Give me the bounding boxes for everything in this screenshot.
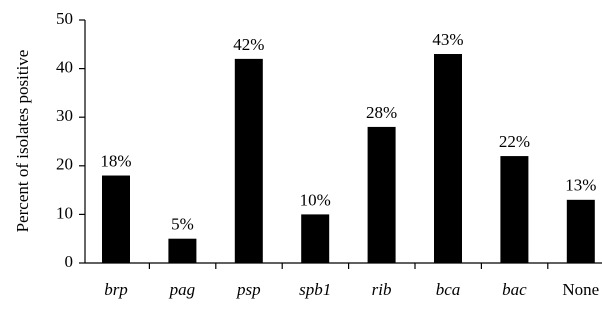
bar	[367, 126, 396, 263]
y-tick-label: 40	[56, 58, 73, 77]
y-tick-label: 30	[56, 106, 73, 125]
data-label: 28%	[366, 103, 397, 122]
x-tick-label: pag	[169, 280, 196, 299]
bar	[168, 238, 197, 263]
data-label: 22%	[499, 132, 530, 151]
bar	[301, 214, 330, 263]
bar	[566, 199, 595, 263]
data-label: 42%	[233, 35, 264, 54]
data-label: 43%	[432, 30, 463, 49]
data-label: 5%	[171, 215, 194, 234]
bar	[434, 54, 462, 263]
y-tick-label: 20	[56, 155, 73, 174]
y-axis-label: Percent of isolates positive	[13, 50, 32, 233]
x-tick-label: brp	[104, 280, 128, 299]
x-tick-label: rib	[372, 280, 392, 299]
data-label: 18%	[100, 151, 131, 170]
y-tick-label: 50	[56, 9, 73, 28]
x-tick-label: spb1	[299, 280, 331, 299]
x-tick-label: bca	[436, 280, 461, 299]
x-tick-label: None	[562, 280, 599, 299]
x-tick-label: psp	[236, 280, 261, 299]
bar	[234, 58, 263, 263]
data-label: 13%	[565, 176, 596, 195]
y-tick-label: 0	[65, 252, 74, 271]
bar	[102, 175, 130, 263]
y-tick-label: 10	[56, 203, 73, 222]
bar	[500, 156, 529, 263]
data-label: 10%	[300, 190, 331, 209]
x-tick-label: bac	[502, 280, 527, 299]
